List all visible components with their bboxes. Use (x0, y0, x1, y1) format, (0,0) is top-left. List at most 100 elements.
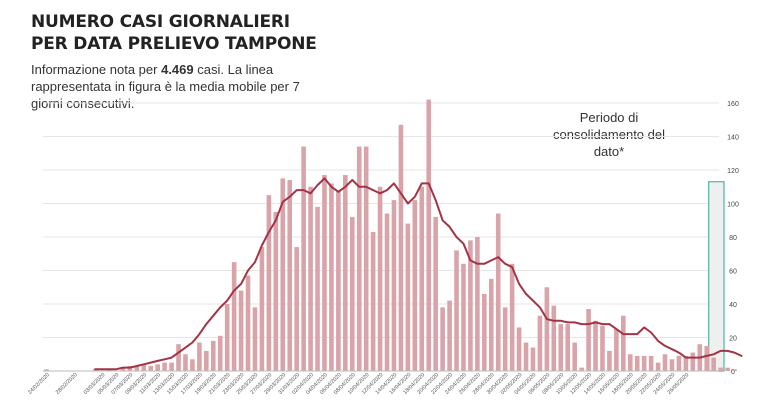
bar (627, 354, 633, 371)
bar (266, 195, 272, 371)
bar (704, 345, 710, 371)
bar (509, 263, 515, 371)
bar (134, 365, 140, 371)
consolidation-period-box (708, 181, 725, 372)
bar (523, 342, 529, 371)
bar (579, 367, 584, 371)
y-tick-label: 120 (727, 168, 739, 175)
bar (44, 369, 49, 371)
bar (544, 287, 550, 371)
y-tick-label: 140 (727, 135, 739, 142)
bar (516, 327, 522, 371)
y-tick-label: 100 (727, 202, 739, 209)
bar (308, 186, 313, 371)
bar (558, 324, 564, 371)
bar (377, 186, 383, 371)
bar (217, 335, 223, 371)
y-tick-label: 80 (729, 235, 737, 242)
bar (530, 347, 536, 371)
bar (259, 247, 265, 371)
bar (614, 329, 619, 371)
bar (725, 367, 730, 371)
bar (475, 237, 480, 371)
bar (370, 231, 376, 371)
bar (148, 365, 154, 371)
bar (600, 325, 605, 371)
bar (287, 180, 293, 371)
y-tick-label: 20 (729, 336, 737, 343)
bar (412, 200, 418, 371)
bar (572, 342, 577, 371)
bar (488, 278, 494, 371)
bar (502, 307, 508, 371)
bar (447, 300, 452, 371)
bar (405, 223, 411, 371)
bar (648, 355, 654, 371)
bar (315, 206, 320, 371)
note-prefix: Informazione nota per (31, 62, 158, 77)
y-axis-ticks: 0 20 40 60 80 100 120 140 160 (727, 101, 739, 376)
chart-title: NUMERO CASI GIORNALIERI PER DATA PRELIEV… (31, 11, 361, 55)
x-tick-label: 24/02/2020 (27, 372, 51, 396)
bar (461, 263, 466, 371)
bar (391, 200, 397, 371)
bar (238, 290, 244, 371)
bar (294, 247, 299, 371)
y-tick-label: 60 (729, 269, 737, 276)
bar (565, 324, 571, 371)
bar (468, 240, 473, 371)
note-value: 4.469 (161, 62, 194, 77)
bar (280, 178, 286, 371)
bar (231, 262, 237, 371)
bar (336, 190, 341, 371)
bar (398, 124, 404, 372)
y-tick-label: 40 (729, 302, 737, 309)
bars (44, 99, 737, 372)
bar (537, 315, 543, 371)
bar (641, 355, 647, 371)
bar (183, 354, 188, 371)
bar (224, 304, 230, 371)
bar (245, 275, 251, 371)
bar (607, 350, 612, 371)
x-axis-ticks: 24/02/2020 28/02/2020 03/03/202005/03/2020… (27, 372, 690, 396)
bar (454, 250, 459, 371)
bar (482, 293, 487, 371)
bar (162, 362, 167, 371)
x-tick-label: 28/02/2020 (55, 372, 79, 396)
title-line-1: NUMERO CASI GIORNALIERI (31, 12, 290, 32)
bar (329, 183, 334, 371)
bar (495, 213, 501, 371)
bar (426, 99, 432, 372)
bar (433, 216, 438, 371)
bar (593, 320, 598, 371)
bar (440, 307, 445, 371)
bar (169, 362, 174, 371)
bar (690, 352, 696, 371)
bar (356, 146, 362, 371)
consolidation-period-label: Periodo di consolidamento del dato* (552, 110, 666, 159)
bar (662, 354, 668, 371)
bar (204, 350, 209, 371)
bar (676, 355, 682, 371)
bar (634, 355, 640, 371)
bar (301, 146, 306, 371)
bar (197, 342, 202, 371)
bar (155, 364, 160, 371)
bar (322, 175, 327, 371)
bar (732, 369, 737, 371)
bar (586, 309, 591, 371)
bar (363, 146, 369, 371)
title-line-2: PER DATA PRELIEVO TAMPONE (31, 34, 317, 54)
bar (621, 315, 626, 371)
bar (273, 211, 279, 371)
y-tick-label: 160 (727, 101, 739, 108)
bar (120, 367, 126, 371)
moving-average-line (94, 177, 743, 371)
bar (176, 344, 181, 371)
bar (655, 362, 661, 371)
bar (718, 367, 723, 371)
bar (683, 355, 689, 371)
bar (190, 359, 195, 371)
